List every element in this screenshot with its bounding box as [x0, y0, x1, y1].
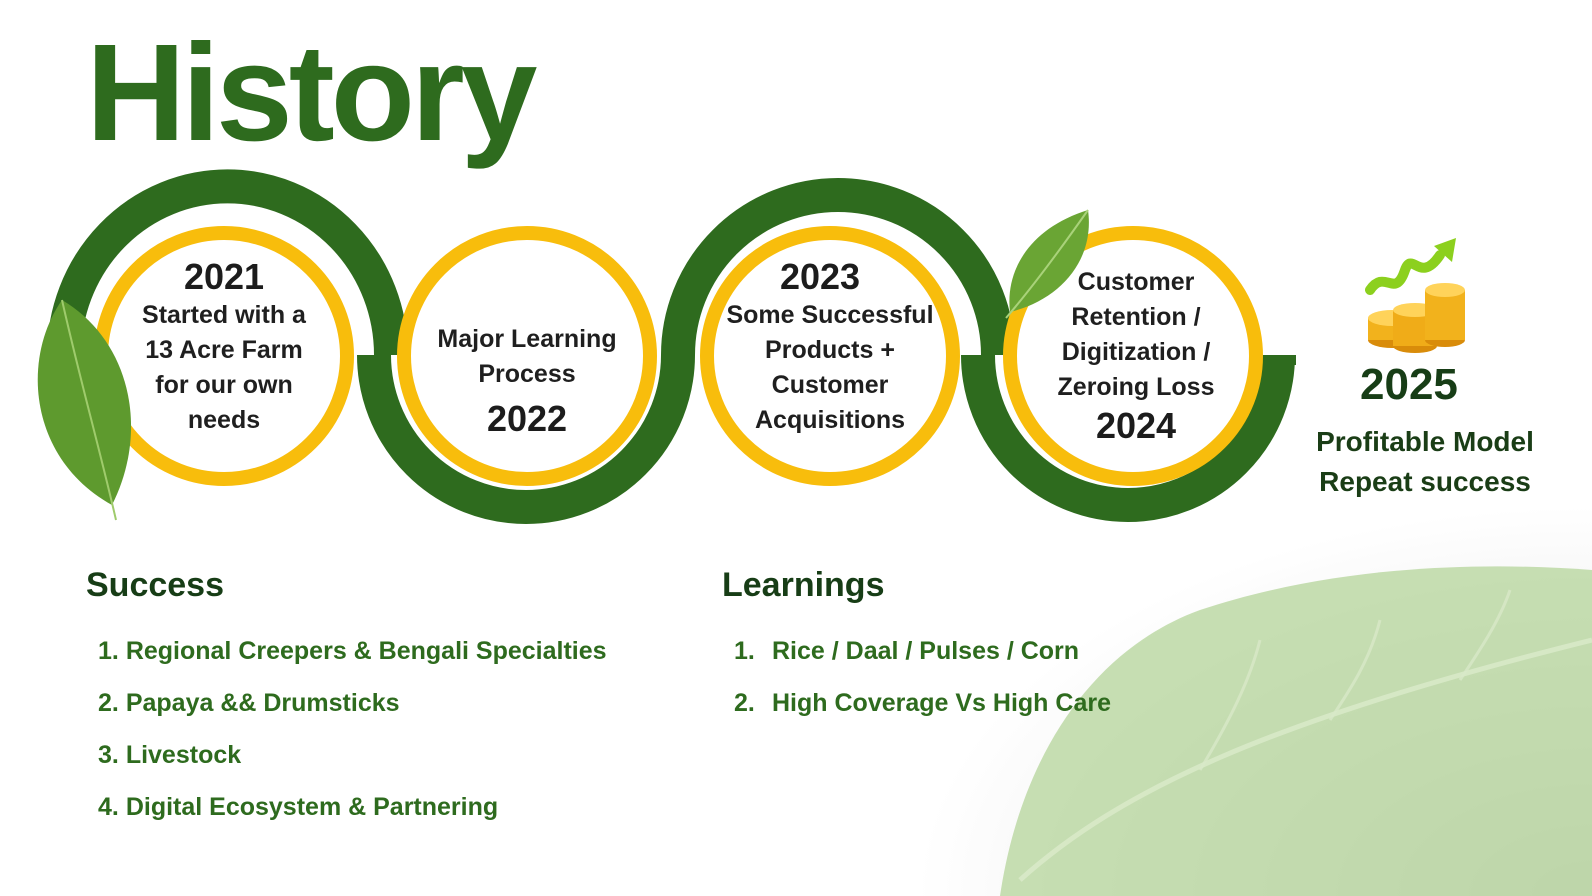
item-number: 1. — [98, 637, 119, 665]
milestone-desc-line: needs — [187, 406, 261, 434]
final-year: 2025 — [1360, 360, 1458, 409]
milestone-ring-2023 — [700, 226, 960, 486]
final-line-1: Profitable Model — [1316, 426, 1534, 457]
item-number: 2. — [98, 689, 119, 717]
item-text: Digital Ecosystem & Partnering — [125, 793, 499, 821]
milestone-desc-line: Digitization / — [1061, 338, 1211, 366]
coins-growth-icon — [1365, 238, 1465, 353]
milestone-desc-line: Major Learning — [437, 325, 617, 353]
leaf-small-icon — [1005, 209, 1089, 319]
wave-arc-3 — [661, 178, 1015, 356]
milestone-desc-line: Acquisitions — [754, 406, 905, 434]
milestone-desc-line: Zeroing Loss — [1057, 373, 1215, 401]
milestone-desc-line: Products + — [765, 336, 895, 364]
milestone-year: 2021 — [183, 256, 265, 297]
milestone-2023: 2023 Some Successful Products + Customer… — [715, 256, 945, 438]
milestone-desc-line: Some Successful — [726, 301, 934, 329]
success-item: 4. Digital Ecosystem & Partnering — [98, 790, 607, 842]
milestone-desc-line: 13 Acre Farm — [145, 336, 303, 364]
milestone-desc-line: Retention / — [1071, 303, 1201, 331]
learnings-item: 1. Rice / Daal / Pulses / Corn — [734, 634, 1111, 686]
milestone-ring-2024 — [1003, 226, 1263, 486]
milestone-desc-line: Customer — [771, 371, 889, 399]
success-heading: Success — [86, 566, 224, 604]
milestone-2022: Major Learning Process 2022 — [422, 322, 632, 440]
item-number: 2. — [734, 689, 755, 717]
page-title: History — [86, 16, 537, 170]
leaf-left-icon — [37, 299, 132, 521]
success-item: 2. Papaya && Drumsticks — [98, 686, 607, 738]
success-item: 1. Regional Creepers & Bengali Specialti… — [98, 634, 607, 686]
wave-arc-1 — [47, 169, 408, 356]
item-text: Livestock — [125, 741, 242, 769]
milestone-ring-2022 — [397, 226, 657, 486]
milestone-year: 2024 — [1095, 405, 1177, 446]
milestone-desc-line: Process — [478, 360, 576, 388]
final-line-2: Repeat success — [1319, 466, 1531, 497]
item-text: Papaya && Drumsticks — [125, 689, 400, 717]
item-number: 3. — [98, 741, 119, 769]
item-text: High Coverage Vs High Care — [772, 689, 1111, 717]
milestone-2021: 2021 Started with a 13 Acre Farm for our… — [124, 256, 324, 438]
milestone-2024: Customer Retention / Digitization / Zero… — [1031, 265, 1241, 447]
learnings-heading: Learnings — [722, 566, 885, 604]
item-number: 4. — [98, 793, 119, 821]
wave-arc-2 — [357, 354, 695, 524]
final-description: Profitable Model Repeat success — [1300, 422, 1550, 502]
milestone-year: 2022 — [486, 398, 568, 439]
milestone-desc-line: for our own — [155, 371, 293, 399]
item-number: 1. — [734, 637, 755, 665]
milestone-year: 2023 — [779, 256, 861, 297]
milestone-desc-line: Customer — [1077, 268, 1195, 296]
learnings-item: 2. High Coverage Vs High Care — [734, 686, 1111, 738]
success-item: 3. Livestock — [98, 738, 607, 790]
success-list: 1. Regional Creepers & Bengali Specialti… — [98, 634, 607, 842]
wave-arc-4 — [961, 354, 1295, 522]
milestone-desc-line: Started with a — [142, 301, 306, 329]
item-text: Rice / Daal / Pulses / Corn — [772, 637, 1080, 665]
timeline-wave — [37, 169, 1465, 524]
item-text: Regional Creepers & Bengali Specialties — [125, 637, 607, 665]
learnings-list: 1. Rice / Daal / Pulses / Corn 2. High Cov… — [734, 634, 1111, 738]
